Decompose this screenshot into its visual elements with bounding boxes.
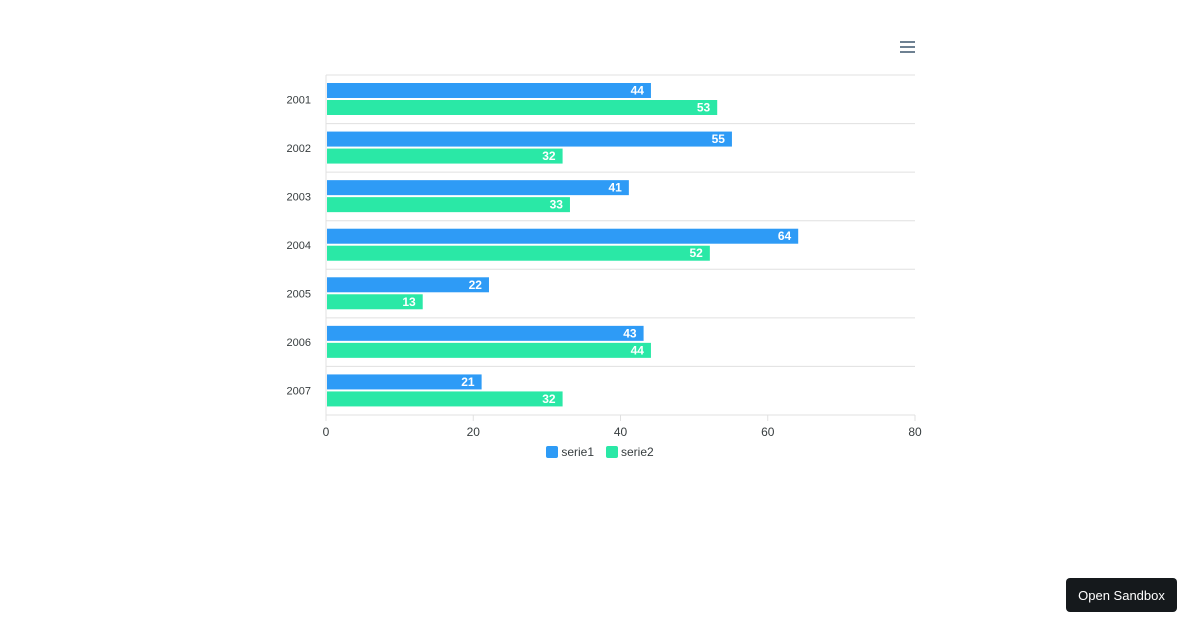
hamburger-menu-icon[interactable] [896,38,920,58]
y-category-label: 2004 [287,240,311,252]
bar-serie2 [327,391,563,407]
data-label-serie1: 43 [623,326,637,340]
bar-serie2 [327,342,651,358]
data-label-serie1: 21 [461,375,475,389]
data-label-serie1: 55 [712,132,726,146]
chart-legend: serie1 serie2 [0,445,1200,459]
x-tick-label: 60 [761,425,775,439]
y-category-label: 2002 [287,143,311,155]
bar-serie1 [327,374,482,390]
bar-serie1 [327,131,732,147]
data-label-serie1: 41 [609,181,623,195]
bar-serie1 [327,83,651,98]
data-label-serie2: 32 [542,149,556,163]
bar-serie1 [327,325,644,341]
bar-serie2 [327,100,718,115]
y-category-label: 2005 [287,289,311,301]
data-label-serie1: 44 [631,84,645,98]
legend-item-serie2[interactable]: serie2 [606,445,654,459]
bar-serie2 [327,197,570,213]
legend-label-serie2: serie2 [621,445,654,459]
legend-item-serie1[interactable]: serie1 [546,445,594,459]
data-label-serie2: 13 [402,295,416,309]
data-label-serie2: 32 [542,392,556,406]
bar-serie2 [327,245,710,261]
data-label-serie2: 44 [631,343,645,357]
bar-serie1 [327,228,799,244]
x-tick-label: 40 [614,425,628,439]
bar-serie1 [327,277,489,293]
open-sandbox-button[interactable]: Open Sandbox [1066,578,1177,612]
bar-serie2 [327,294,423,310]
bar-serie1 [327,180,629,196]
legend-marker-serie1 [546,446,559,458]
data-label-serie2: 33 [550,198,564,212]
y-category-label: 2006 [287,337,311,349]
x-tick-label: 20 [467,425,481,439]
data-label-serie2: 52 [689,246,703,260]
data-label-serie2: 53 [697,101,711,115]
x-tick-label: 0 [323,425,330,439]
legend-label-serie1: serie1 [561,445,594,459]
y-category-label: 2007 [287,386,311,398]
bar-serie2 [327,148,563,164]
y-category-label: 2001 [287,94,311,106]
data-label-serie1: 22 [469,278,483,292]
y-category-label: 2003 [287,191,311,203]
x-tick-label: 80 [908,425,922,439]
legend-marker-serie2 [606,446,618,458]
data-label-serie1: 64 [778,229,792,243]
